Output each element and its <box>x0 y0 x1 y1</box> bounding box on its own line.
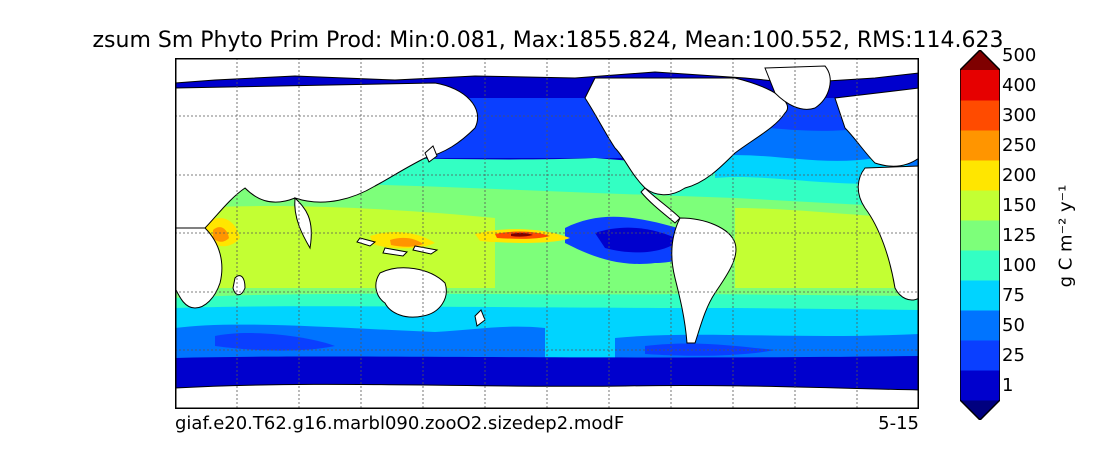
colorbar-segment <box>960 370 1000 401</box>
global-map <box>175 58 919 409</box>
colorbar-tick-label: 50 <box>1002 315 1025 336</box>
colorbar-segment <box>960 220 1000 251</box>
colorbar-tick-label: 1 <box>1002 375 1013 396</box>
colorbar-segment <box>960 190 1000 221</box>
colorbar-tick-label: 25 <box>1002 345 1025 366</box>
colorbar-tick-label: 150 <box>1002 195 1036 216</box>
colorbar-segment <box>960 130 1000 161</box>
colorbar-tick-label: 400 <box>1002 75 1036 96</box>
colorbar-segment <box>960 160 1000 191</box>
colorbar-segment <box>960 250 1000 281</box>
colorbar-segment <box>960 340 1000 371</box>
colorbar-tick-label: 125 <box>1002 225 1036 246</box>
chart-title: zsum Sm Phyto Prim Prod: Min:0.081, Max:… <box>92 28 1004 53</box>
colorbar-unit-label: g C m⁻² y⁻¹ <box>1055 184 1077 288</box>
colorbar-tick-label: 500 <box>1002 45 1036 66</box>
colorbar-tick-label: 300 <box>1002 105 1036 126</box>
colorbar-tick-label: 100 <box>1002 255 1036 276</box>
colorbar-segment <box>960 310 1000 341</box>
colorbar-segment <box>960 280 1000 311</box>
colorbar-segment <box>960 70 1000 101</box>
graticule <box>175 58 919 409</box>
colorbar-extend-min <box>960 400 1000 420</box>
colorbar-tick-label: 250 <box>1002 135 1036 156</box>
case-name-label: giaf.e20.T62.g16.marbl090.zooO2.sizedep2… <box>175 413 625 434</box>
map-frame <box>175 58 919 409</box>
colorbar-tick-label: 75 <box>1002 285 1025 306</box>
colorbar <box>960 50 1000 420</box>
colorbar-extend-max <box>960 50 1000 70</box>
colorbar-tick-label: 200 <box>1002 165 1036 186</box>
colorbar-segment <box>960 100 1000 131</box>
period-label: 5-15 <box>878 413 919 434</box>
